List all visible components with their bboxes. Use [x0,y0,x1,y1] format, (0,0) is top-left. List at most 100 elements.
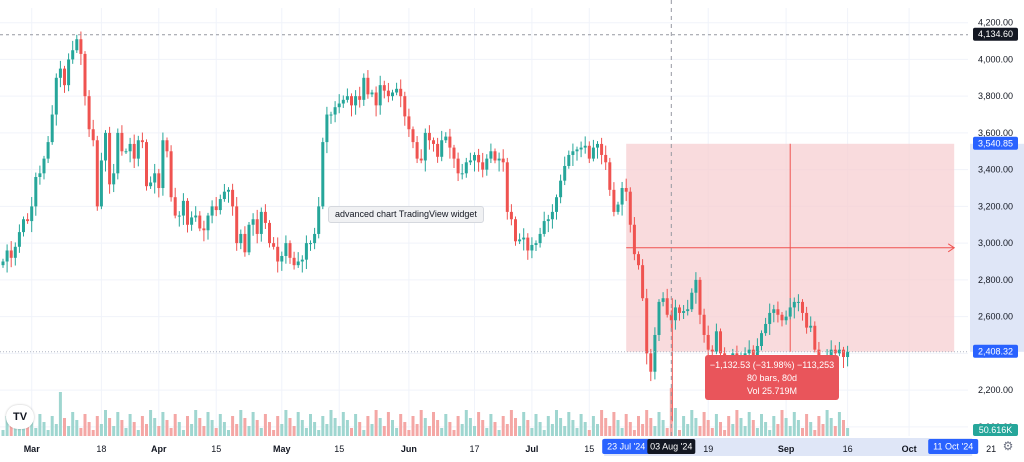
candle-body [842,349,845,358]
candle-body [304,243,308,260]
candle-body [616,204,620,212]
candle-body [538,233,542,244]
candle-body [99,160,103,207]
volume-bar [739,418,743,436]
candle-body [608,162,612,190]
volume-bar [370,424,374,436]
volume-bar [518,426,522,436]
volume-bar [34,428,38,436]
volume-bar [546,416,550,436]
volume-bar [54,424,58,436]
volume-bar [657,412,661,436]
volume-bar [821,424,825,436]
volume-bar [477,412,481,436]
candle-body [140,140,144,143]
tradingview-logo[interactable]: TV [6,405,34,429]
candle-body [153,173,157,183]
volume-bar [296,412,300,436]
candle-body [276,246,280,262]
label-volume-bg [973,424,1018,436]
candle-body [760,333,763,346]
candle-body [198,215,202,229]
volume-bar [79,428,83,436]
volume-bar [407,430,411,436]
y-tick-label: 4,200.00 [978,18,1013,28]
candle-body [30,206,34,222]
price-lines [0,0,968,436]
candle-body [83,53,87,97]
volume-bar [194,410,198,436]
volume-bar [5,416,9,436]
x-tick-label: Mar [24,444,41,454]
volume-bar [665,428,669,436]
volume-bar [350,428,353,436]
candle-body [550,211,554,220]
volume-bar [190,424,194,436]
volume-bar [288,418,292,436]
volume-bar [386,412,390,436]
volume-bar [403,422,407,436]
candle-body [329,114,333,116]
measurement-change: −1,132.53 (−31.98%) −113,253 [709,360,835,370]
volume-bar [702,412,706,436]
candle-body [354,96,358,106]
volume-bar [784,418,788,436]
candle-body [63,68,66,86]
volume-bar [132,422,136,436]
volume-bar [678,430,681,436]
volume-bar [755,428,759,436]
candle-body [481,162,485,170]
volume-bar [796,420,800,436]
volume-bar [600,410,604,436]
candle-body [411,129,415,143]
candle-body [509,211,513,220]
candle-body [846,351,850,358]
gear-icon[interactable]: ⚙ [1002,439,1014,453]
volume-bar [210,420,214,436]
x-tick-label: 18 [96,444,106,454]
candle-body [493,151,497,161]
volume-bar [485,428,489,436]
candle-body [620,188,624,205]
candle-body [837,349,841,354]
candle-body [317,206,321,234]
volume-bar [489,414,493,436]
label-crosshair-date-bg [647,439,696,454]
candle-body [165,140,169,152]
volume-bar [497,430,501,436]
volume-bar [9,424,13,436]
candle-body [309,243,312,245]
volume-bar [669,388,673,436]
candle-body [341,99,345,104]
volume-bar [321,416,325,436]
volume-bar [104,410,107,436]
candles [1,31,850,422]
candle-body [448,136,452,148]
volume-bar [112,426,116,436]
candle-body [637,254,640,266]
candle-body [231,189,235,207]
volume-bar [108,418,112,436]
volume-bar [846,428,850,436]
x-tick-label: Oct [902,444,917,454]
x-tick-label: 15 [211,444,221,454]
candle-body [407,116,411,130]
candle-body [272,243,276,247]
candle-body [222,191,226,200]
candle-body [678,307,681,313]
volume-bar [817,416,821,436]
candle-body [263,211,267,223]
y-tick-label: 3,800.00 [978,91,1013,101]
candle-body [247,224,251,253]
candle-body [686,309,690,312]
candle-body [661,298,665,302]
candle-body [42,158,46,174]
candle-body [579,147,583,150]
label-crosshair-date: 03 Aug '24 [650,442,692,452]
volume-bar [284,410,288,436]
candle-body [239,233,243,244]
x-tick-label: 15 [584,444,594,454]
candle-body [755,345,759,358]
